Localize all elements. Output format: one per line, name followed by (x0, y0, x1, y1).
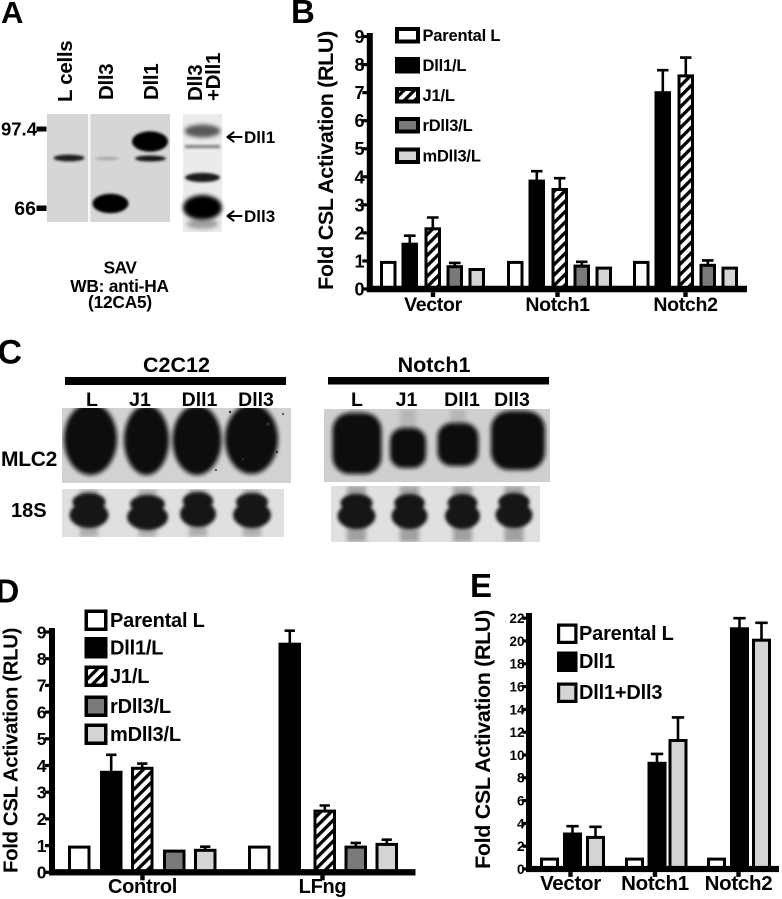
svg-text:Vector: Vector (404, 294, 463, 316)
svg-text:Vector: Vector (540, 872, 601, 895)
svg-text:8: 8 (517, 771, 525, 786)
svg-text:12: 12 (509, 725, 524, 740)
svg-text:L cells: L cells (54, 41, 77, 102)
svg-text:C2C12: C2C12 (143, 353, 210, 377)
svg-text:4: 4 (517, 816, 525, 831)
svg-text:5: 5 (354, 139, 364, 159)
svg-text:Fold CSL Activation (RLU): Fold CSL Activation (RLU) (314, 31, 338, 290)
svg-text:J1/L: J1/L (423, 87, 455, 105)
svg-text:Notch2: Notch2 (705, 872, 773, 895)
svg-text:Fold CSL Activation (RLU): Fold CSL Activation (RLU) (471, 610, 495, 869)
svg-text:5: 5 (37, 729, 47, 749)
svg-text:WB: anti-HA: WB: anti-HA (70, 276, 169, 296)
svg-text:7: 7 (37, 676, 47, 696)
svg-text:9: 9 (354, 27, 364, 47)
svg-text:J1/L: J1/L (110, 666, 149, 688)
svg-text:Notch2: Notch2 (653, 294, 718, 316)
svg-text:1: 1 (37, 836, 47, 856)
svg-text:66: 66 (14, 198, 36, 220)
svg-text:8: 8 (37, 649, 47, 669)
svg-text:L: L (351, 389, 363, 411)
svg-text:+Dll1: +Dll1 (202, 53, 225, 101)
svg-text:C: C (0, 334, 22, 372)
svg-text:mDll3/L: mDll3/L (423, 147, 481, 165)
svg-text:rDll3/L: rDll3/L (110, 696, 171, 718)
svg-text:MLC2: MLC2 (1, 448, 57, 471)
svg-text:E: E (470, 567, 492, 604)
svg-text:Dll1: Dll1 (140, 64, 163, 100)
svg-text:rDll3/L: rDll3/L (423, 117, 473, 135)
svg-text:Dll1/L: Dll1/L (423, 57, 467, 75)
svg-text:Dll3: Dll3 (494, 389, 530, 411)
svg-text:3: 3 (37, 783, 47, 803)
svg-text:16: 16 (509, 679, 525, 694)
svg-text:7: 7 (354, 83, 364, 103)
svg-text:4: 4 (354, 167, 364, 187)
svg-text:2: 2 (517, 839, 525, 854)
svg-text:3: 3 (354, 195, 364, 215)
svg-text:1: 1 (354, 251, 364, 271)
svg-text:mDll3/L: mDll3/L (110, 724, 181, 746)
svg-text:B: B (291, 0, 315, 30)
svg-text:8: 8 (354, 55, 364, 75)
svg-text:Parental L: Parental L (110, 610, 205, 632)
svg-text:6: 6 (37, 702, 47, 722)
svg-text:6: 6 (517, 793, 525, 808)
svg-text:J1: J1 (129, 389, 151, 411)
svg-text:D: D (0, 573, 19, 610)
svg-text:A: A (1, 0, 23, 30)
svg-text:Parental L: Parental L (423, 27, 501, 45)
svg-text:Parental L: Parental L (579, 623, 674, 645)
svg-text:Dll1+Dll3: Dll1+Dll3 (579, 682, 662, 704)
svg-text:Dll1: Dll1 (182, 389, 218, 411)
svg-text:Fold CSL Activation (RLU): Fold CSL Activation (RLU) (0, 628, 23, 873)
svg-text:Dll1: Dll1 (244, 128, 275, 147)
svg-text:Notch1: Notch1 (525, 294, 590, 316)
svg-text:Dll1/L: Dll1/L (110, 638, 163, 660)
svg-text:Dll3: Dll3 (184, 65, 207, 101)
svg-text:6: 6 (354, 111, 364, 131)
svg-text:Dll3: Dll3 (95, 64, 118, 100)
svg-text:18S: 18S (11, 500, 47, 522)
svg-text:10: 10 (509, 748, 524, 763)
svg-text:SAV: SAV (104, 258, 138, 278)
svg-text:4: 4 (37, 756, 47, 776)
svg-text:0: 0 (517, 862, 525, 877)
svg-text:J1: J1 (396, 389, 418, 411)
svg-text:Dll3: Dll3 (244, 207, 275, 226)
svg-text:2: 2 (37, 809, 47, 829)
svg-text:Dll1: Dll1 (579, 651, 615, 673)
svg-text:L: L (86, 389, 98, 411)
svg-text:Control: Control (108, 876, 177, 898)
svg-text:97.4: 97.4 (1, 119, 38, 140)
svg-text:LFng: LFng (299, 876, 347, 898)
svg-text:(12CA5): (12CA5) (88, 292, 152, 312)
svg-text:18: 18 (509, 657, 525, 672)
svg-text:2: 2 (354, 223, 364, 243)
svg-text:22: 22 (509, 611, 524, 626)
svg-text:0: 0 (37, 863, 47, 883)
svg-text:Dll3: Dll3 (238, 389, 274, 411)
svg-text:Notch1: Notch1 (621, 872, 689, 895)
svg-text:9: 9 (37, 622, 47, 642)
svg-text:Notch1: Notch1 (398, 353, 471, 377)
svg-text:20: 20 (509, 634, 524, 649)
svg-text:Dll1: Dll1 (444, 389, 480, 411)
svg-text:14: 14 (509, 702, 525, 717)
svg-text:0: 0 (354, 279, 364, 299)
